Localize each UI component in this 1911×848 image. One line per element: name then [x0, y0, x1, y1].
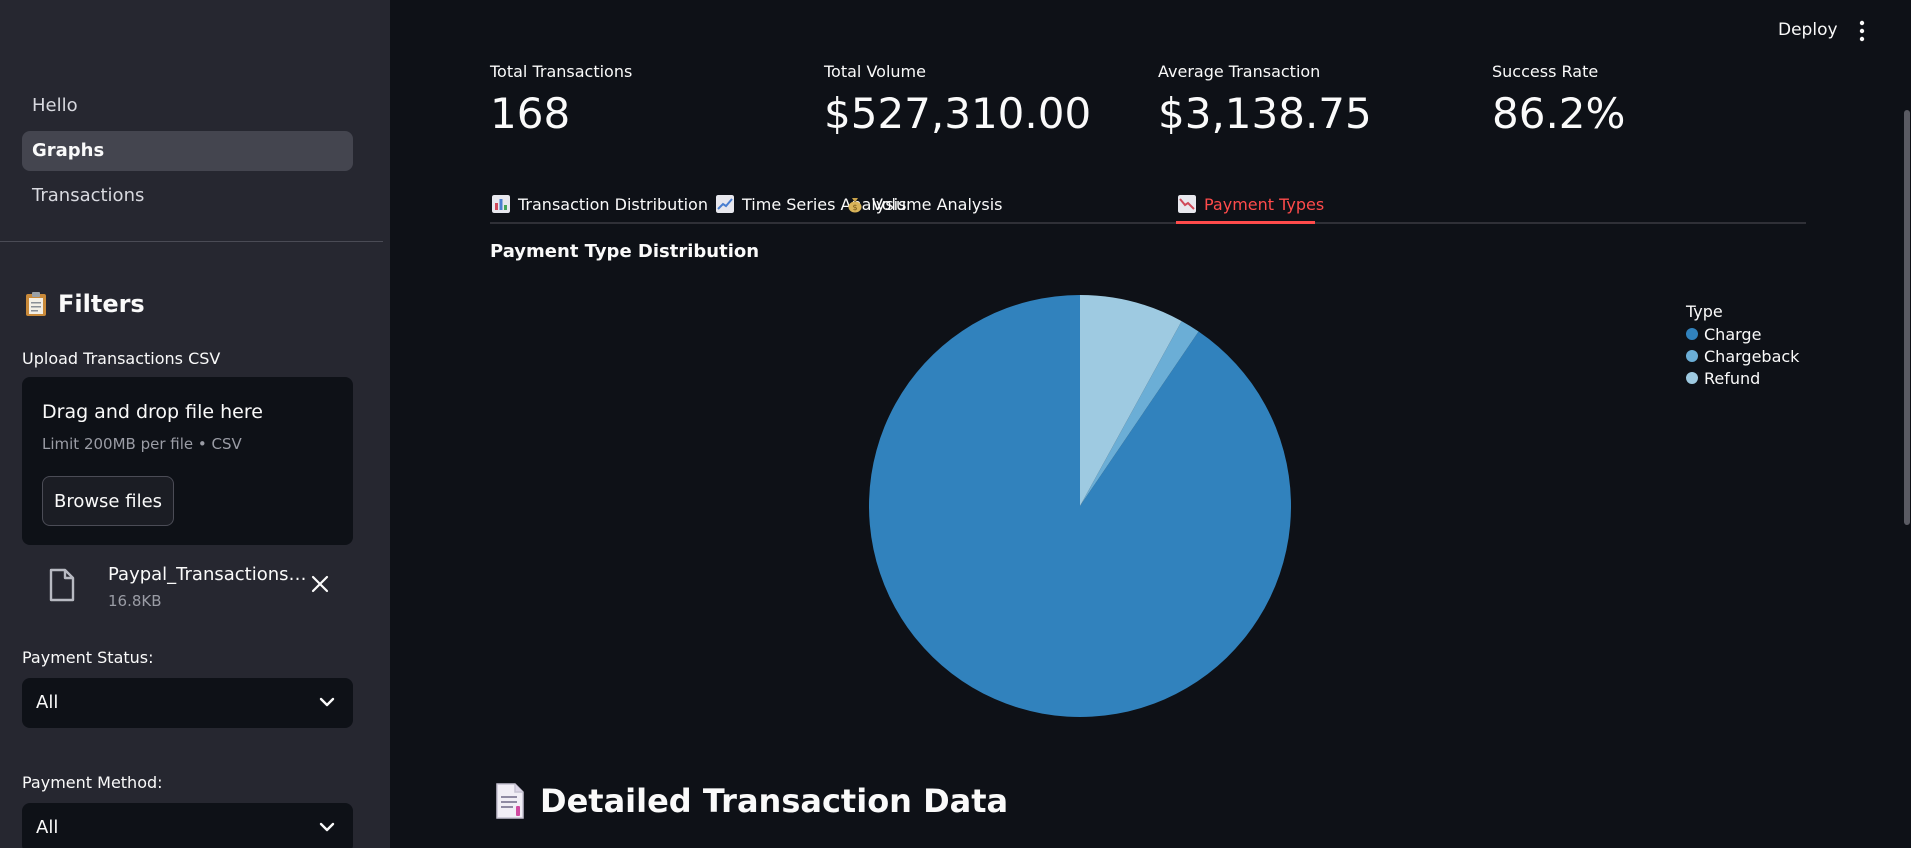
tab-volume-analysis[interactable]: $ Volume Analysis — [846, 184, 1003, 224]
payment-status-label: Payment Status: — [22, 648, 154, 667]
legend-swatch — [1686, 328, 1698, 340]
browse-files-button[interactable]: Browse files — [42, 476, 174, 526]
legend-item-refund[interactable]: Refund — [1686, 367, 1799, 389]
sidebar-item-transactions[interactable]: Transactions — [32, 185, 145, 206]
money-bag-icon: $ — [848, 198, 862, 213]
tab-label: Transaction Distribution — [518, 194, 708, 214]
legend-swatch — [1686, 372, 1698, 384]
pie-slice-refund[interactable] — [1080, 295, 1182, 506]
filters-title: Filters — [58, 290, 145, 318]
legend-item-chargeback[interactable]: Chargeback — [1686, 345, 1799, 367]
line-chart-icon — [716, 195, 734, 213]
svg-text:$: $ — [852, 203, 857, 212]
deploy-button[interactable]: Deploy — [1778, 20, 1838, 40]
legend-swatch — [1686, 350, 1698, 362]
active-tab-indicator — [1176, 221, 1315, 224]
metric-label: Total Transactions — [490, 62, 633, 81]
metric-label: Average Transaction — [1158, 62, 1321, 81]
metric-label: Total Volume — [824, 62, 926, 81]
metric-value: 86.2% — [1492, 89, 1626, 138]
chart-legend: Type Charge Chargeback Refund — [1686, 302, 1799, 389]
tab-label: Volume Analysis — [872, 194, 1003, 214]
close-icon[interactable] — [310, 574, 330, 594]
chevron-down-icon — [319, 822, 335, 832]
tab-label: Payment Types — [1204, 194, 1325, 214]
legend-label: Chargeback — [1704, 346, 1800, 366]
chart-down-icon — [1178, 195, 1196, 213]
metric-label: Success Rate — [1492, 62, 1599, 81]
metric-total-transactions: Total Transactions 168 — [490, 62, 632, 138]
dropzone-limit: Limit 200MB per file • CSV — [42, 435, 242, 453]
payment-method-label: Payment Method: — [22, 773, 163, 792]
tab-payment-types[interactable]: Payment Types — [1178, 184, 1324, 224]
sidebar: Hello Graphs Transactions Filters Upload… — [0, 0, 390, 848]
file-name: Paypal_Transactions… — [108, 564, 307, 585]
tab-time-series[interactable]: Time Series Analysis — [716, 184, 906, 224]
detailed-transaction-heading: Detailed Transaction Data — [494, 782, 1008, 820]
payment-method-value: All — [36, 817, 59, 838]
pie-slice-chargeback[interactable] — [1080, 321, 1199, 506]
sidebar-nav: Hello Graphs Transactions — [22, 86, 353, 221]
metric-value: $3,138.75 — [1158, 89, 1372, 138]
chart-title: Payment Type Distribution — [490, 241, 760, 262]
chevron-down-icon — [319, 697, 335, 707]
file-icon — [49, 568, 75, 602]
filters-heading: Filters — [24, 290, 145, 318]
sidebar-item-graphs[interactable]: Graphs — [22, 131, 353, 171]
legend-item-charge[interactable]: Charge — [1686, 323, 1799, 345]
legend-label: Refund — [1704, 368, 1761, 388]
tab-bar: Transaction Distribution Time Series Ana… — [490, 184, 1806, 224]
tab-transaction-distribution[interactable]: Transaction Distribution — [492, 184, 708, 224]
file-dropzone[interactable]: Drag and drop file here Limit 200MB per … — [22, 377, 353, 545]
metric-average-transaction: Average Transaction $3,138.75 — [1158, 62, 1372, 138]
bar-chart-icon — [492, 195, 510, 213]
payment-status-select[interactable]: All — [22, 678, 353, 728]
file-size: 16.8KB — [108, 592, 162, 610]
payment-method-select[interactable]: All — [22, 803, 353, 848]
sidebar-divider — [0, 241, 383, 242]
pie-chart — [869, 295, 1291, 717]
scrollbar[interactable] — [1904, 110, 1910, 525]
metric-total-volume: Total Volume $527,310.00 — [824, 62, 1091, 138]
dropzone-title: Drag and drop file here — [42, 401, 263, 423]
payment-status-value: All — [36, 692, 59, 713]
metric-value: $527,310.00 — [824, 89, 1092, 138]
clipboard-icon — [26, 292, 46, 316]
tab-label: Time Series Analysis — [742, 194, 907, 214]
upload-label: Upload Transactions CSV — [22, 349, 221, 368]
uploaded-file: Paypal_Transactions… 16.8KB — [48, 560, 348, 620]
legend-label: Charge — [1704, 324, 1762, 344]
legend-title: Type — [1686, 302, 1723, 321]
document-icon — [496, 783, 524, 819]
metric-success-rate: Success Rate 86.2% — [1492, 62, 1625, 138]
section-title: Detailed Transaction Data — [540, 782, 1009, 820]
sidebar-item-hello[interactable]: Hello — [32, 95, 78, 116]
more-menu-icon[interactable] — [1857, 20, 1867, 42]
metric-value: 168 — [490, 89, 571, 138]
main-content: Deploy Total Transactions 168 Total Volu… — [390, 0, 1911, 848]
